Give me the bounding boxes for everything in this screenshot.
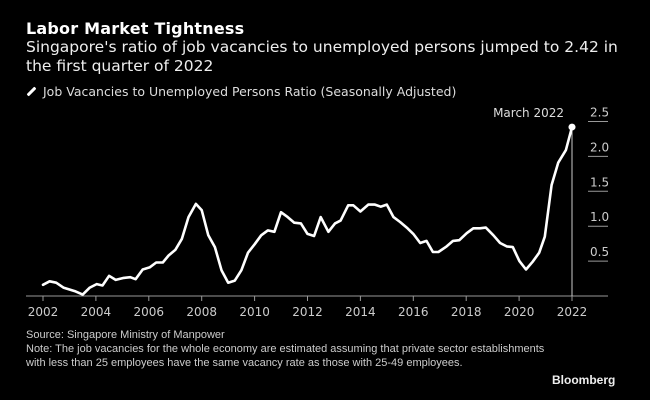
x-tick-label: 2008 <box>186 305 217 319</box>
source-note: Source: Singapore Ministry of Manpower <box>26 329 225 341</box>
series-line <box>41 125 574 296</box>
line-chart: 2002 2004 2006 2008 2010 2012 2014 2016 2018 2020… <box>26 106 609 319</box>
legend: Job Vacancies to Unemployed Persons Rati… <box>26 84 456 99</box>
x-tick-label: 2022 <box>557 305 588 319</box>
y-tick-label: 1.0 <box>590 210 609 224</box>
x-tick-label: 2020 <box>504 305 535 319</box>
x-tick-label: 2016 <box>398 305 429 319</box>
y-tick-label: 2.5 <box>590 106 609 120</box>
x-tick-label: 2010 <box>239 305 270 319</box>
chart-footer: Source: Singapore Ministry of Manpower N… <box>26 328 546 370</box>
x-tick-label: 2006 <box>134 305 165 319</box>
x-tick-label: 2012 <box>292 305 323 319</box>
annotation-marker <box>568 123 576 131</box>
y-tick-label: 1.5 <box>590 175 609 189</box>
legend-label: Job Vacancies to Unemployed Persons Rati… <box>43 84 457 99</box>
bloomberg-logo: Bloomberg <box>552 373 616 387</box>
methodology-note: Note: The job vacancies for the whole ec… <box>26 343 545 369</box>
chart-subtitle: Singapore's ratio of job vacancies to un… <box>26 38 618 75</box>
x-tick-label: 2004 <box>81 305 112 319</box>
x-tick-label: 2014 <box>345 305 376 319</box>
annotation-label: March 2022 <box>493 106 564 120</box>
x-tick-label: 2002 <box>28 305 59 319</box>
y-tick-label: 0.5 <box>590 245 609 259</box>
chart-title: Labor Market Tightness <box>26 19 245 38</box>
x-tick-label: 2018 <box>451 305 482 319</box>
y-tick-label: 2.0 <box>590 140 609 154</box>
